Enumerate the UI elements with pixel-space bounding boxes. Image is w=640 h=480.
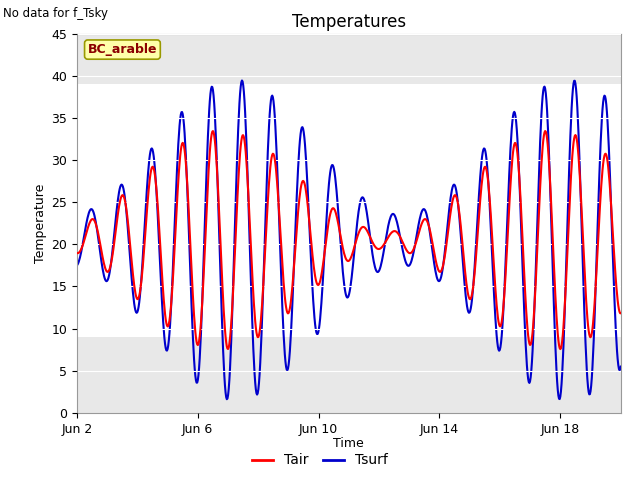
Y-axis label: Temperature: Temperature: [34, 183, 47, 263]
Text: BC_arable: BC_arable: [88, 43, 157, 56]
Legend: Tair, Tsurf: Tair, Tsurf: [247, 448, 393, 473]
Bar: [77, 84, 621, 337]
Title: Temperatures: Temperatures: [292, 12, 406, 31]
X-axis label: Time: Time: [333, 437, 364, 450]
Text: No data for f_Tsky: No data for f_Tsky: [3, 7, 108, 20]
